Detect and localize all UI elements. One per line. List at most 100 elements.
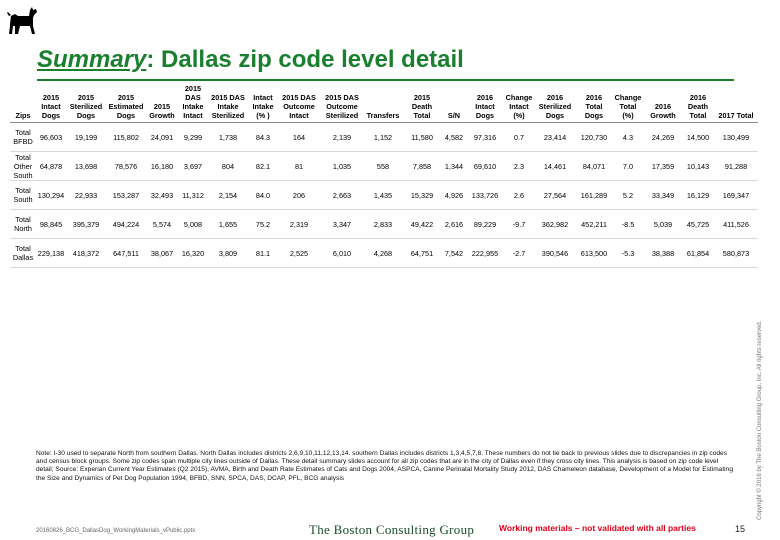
table-cell: 5,574 xyxy=(146,209,178,239)
table-cell: 2,319 xyxy=(278,209,320,239)
table-cell: 2,154 xyxy=(208,180,248,210)
table-cell: 64,878 xyxy=(36,151,66,181)
column-header: S/N xyxy=(442,84,466,123)
table-cell: 7.0 xyxy=(612,151,644,181)
row-label: Total Dallas xyxy=(10,238,36,268)
table-cell: 804 xyxy=(208,151,248,181)
table-cell: 1,738 xyxy=(208,122,248,152)
table-cell: 4,582 xyxy=(442,122,466,152)
column-header: 2016 Sterilized Dogs xyxy=(534,84,576,123)
table-cell: 161,289 xyxy=(576,180,612,210)
table-cell: 27,564 xyxy=(534,180,576,210)
table-cell: 2,833 xyxy=(364,209,402,239)
column-header: 2015 Sterilized Dogs xyxy=(66,84,106,123)
title-rest: : Dallas zip code level detail xyxy=(146,46,464,73)
table-cell: -8.5 xyxy=(612,209,644,239)
table-cell: 84.0 xyxy=(248,180,278,210)
column-header: 2016 Intact Dogs xyxy=(466,84,504,123)
table-cell: 17,359 xyxy=(644,151,682,181)
working-materials-warning: Working materials – not validated with a… xyxy=(499,523,696,533)
table-cell: 14,500 xyxy=(682,122,714,152)
table-cell: 97,316 xyxy=(466,122,504,152)
table-cell: 411,526 xyxy=(714,209,758,239)
table-cell: 33,349 xyxy=(644,180,682,210)
table-cell: 61,854 xyxy=(682,238,714,268)
table-cell: 5,008 xyxy=(178,209,208,239)
column-header: 2015 DAS Intake Intact xyxy=(178,84,208,123)
footnote: Note: I-30 used to separate North from s… xyxy=(36,450,733,482)
column-header: 2017 Total xyxy=(714,84,758,123)
table-cell: 6,010 xyxy=(320,238,364,268)
table-cell: 5.2 xyxy=(612,180,644,210)
table-cell: 115,802 xyxy=(106,122,146,152)
table-cell: -5.3 xyxy=(612,238,644,268)
table-cell: 2,616 xyxy=(442,209,466,239)
table-cell: 222,955 xyxy=(466,238,504,268)
table-cell: 1,435 xyxy=(364,180,402,210)
table-cell: 81.1 xyxy=(248,238,278,268)
column-header: 2015 Estimated Dogs xyxy=(106,84,146,123)
table-cell: 11,312 xyxy=(178,180,208,210)
table-cell: 494,224 xyxy=(106,209,146,239)
table-row: Total BFBD 96,603 19,199 115,802 24,091 9,299… xyxy=(10,122,758,152)
table-cell: 1,152 xyxy=(364,122,402,152)
table-row: Total South 130,294 22,933 153,287 32,493 11,… xyxy=(10,180,758,210)
table-cell: 2.6 xyxy=(504,180,534,210)
table-body: Total BFBD 96,603 19,199 115,802 24,091 9,299… xyxy=(10,122,758,268)
title-emphasis: Summary xyxy=(37,46,147,73)
column-header: Transfers xyxy=(364,84,402,123)
table-cell: 3,697 xyxy=(178,151,208,181)
table-cell: 16,320 xyxy=(178,238,208,268)
table-cell: 0.7 xyxy=(504,122,534,152)
table-cell: 14,461 xyxy=(534,151,576,181)
table-row: Total Dallas 229,138 418,372 647,511 38,067 1… xyxy=(10,238,758,268)
table-cell: 452,211 xyxy=(576,209,612,239)
table-cell: 75.2 xyxy=(248,209,278,239)
summary-table: Zips 2015 Intact Dogs 2015 Sterilized Do… xyxy=(10,84,758,268)
table-cell: 4,268 xyxy=(364,238,402,268)
table-cell: 647,511 xyxy=(106,238,146,268)
column-header: Change Total (%) xyxy=(612,84,644,123)
table-cell: 7,542 xyxy=(442,238,466,268)
table-cell: 164 xyxy=(278,122,320,152)
table-cell: 9,299 xyxy=(178,122,208,152)
table-header-row: Zips 2015 Intact Dogs 2015 Sterilized Do… xyxy=(10,84,758,123)
table-cell: 580,873 xyxy=(714,238,758,268)
table-cell: 91,288 xyxy=(714,151,758,181)
table-cell: 23,414 xyxy=(534,122,576,152)
table-cell: 15,329 xyxy=(402,180,442,210)
table-cell: 24,091 xyxy=(146,122,178,152)
table-cell: 3,809 xyxy=(208,238,248,268)
dog-icon xyxy=(7,7,37,34)
table-cell: -2.7 xyxy=(504,238,534,268)
table-cell: 64,751 xyxy=(402,238,442,268)
table-cell: 24,269 xyxy=(644,122,682,152)
table-cell: 38,388 xyxy=(644,238,682,268)
table-cell: 390,546 xyxy=(534,238,576,268)
table-cell: 81 xyxy=(278,151,320,181)
brand-logo: The Boston Consulting Group xyxy=(309,522,475,537)
table-cell: 13,698 xyxy=(66,151,106,181)
table-cell: 16,129 xyxy=(682,180,714,210)
table-cell: 11,580 xyxy=(402,122,442,152)
column-header: 2015 Death Total xyxy=(402,84,442,123)
column-header: 2015 Intact Dogs xyxy=(36,84,66,123)
column-header: Intact Intake (% ) xyxy=(248,84,278,123)
row-label: Total North xyxy=(10,209,36,239)
file-name: 20160826_BCG_DallasDog_WorkingMaterials_… xyxy=(36,528,196,534)
table-cell: 38,067 xyxy=(146,238,178,268)
row-label: Total BFBD xyxy=(10,122,36,152)
table-cell: 130,294 xyxy=(36,180,66,210)
table-cell: -9.7 xyxy=(504,209,534,239)
table-cell: 89,229 xyxy=(466,209,504,239)
table-cell: 418,372 xyxy=(66,238,106,268)
table-cell: 4.3 xyxy=(612,122,644,152)
table-cell: 4,926 xyxy=(442,180,466,210)
column-header: 2016 Death Total xyxy=(682,84,714,123)
table-cell: 10,143 xyxy=(682,151,714,181)
table-cell: 84,071 xyxy=(576,151,612,181)
table-cell: 5,039 xyxy=(644,209,682,239)
table-cell: 1,655 xyxy=(208,209,248,239)
table-cell: 84.3 xyxy=(248,122,278,152)
table-cell: 96,603 xyxy=(36,122,66,152)
